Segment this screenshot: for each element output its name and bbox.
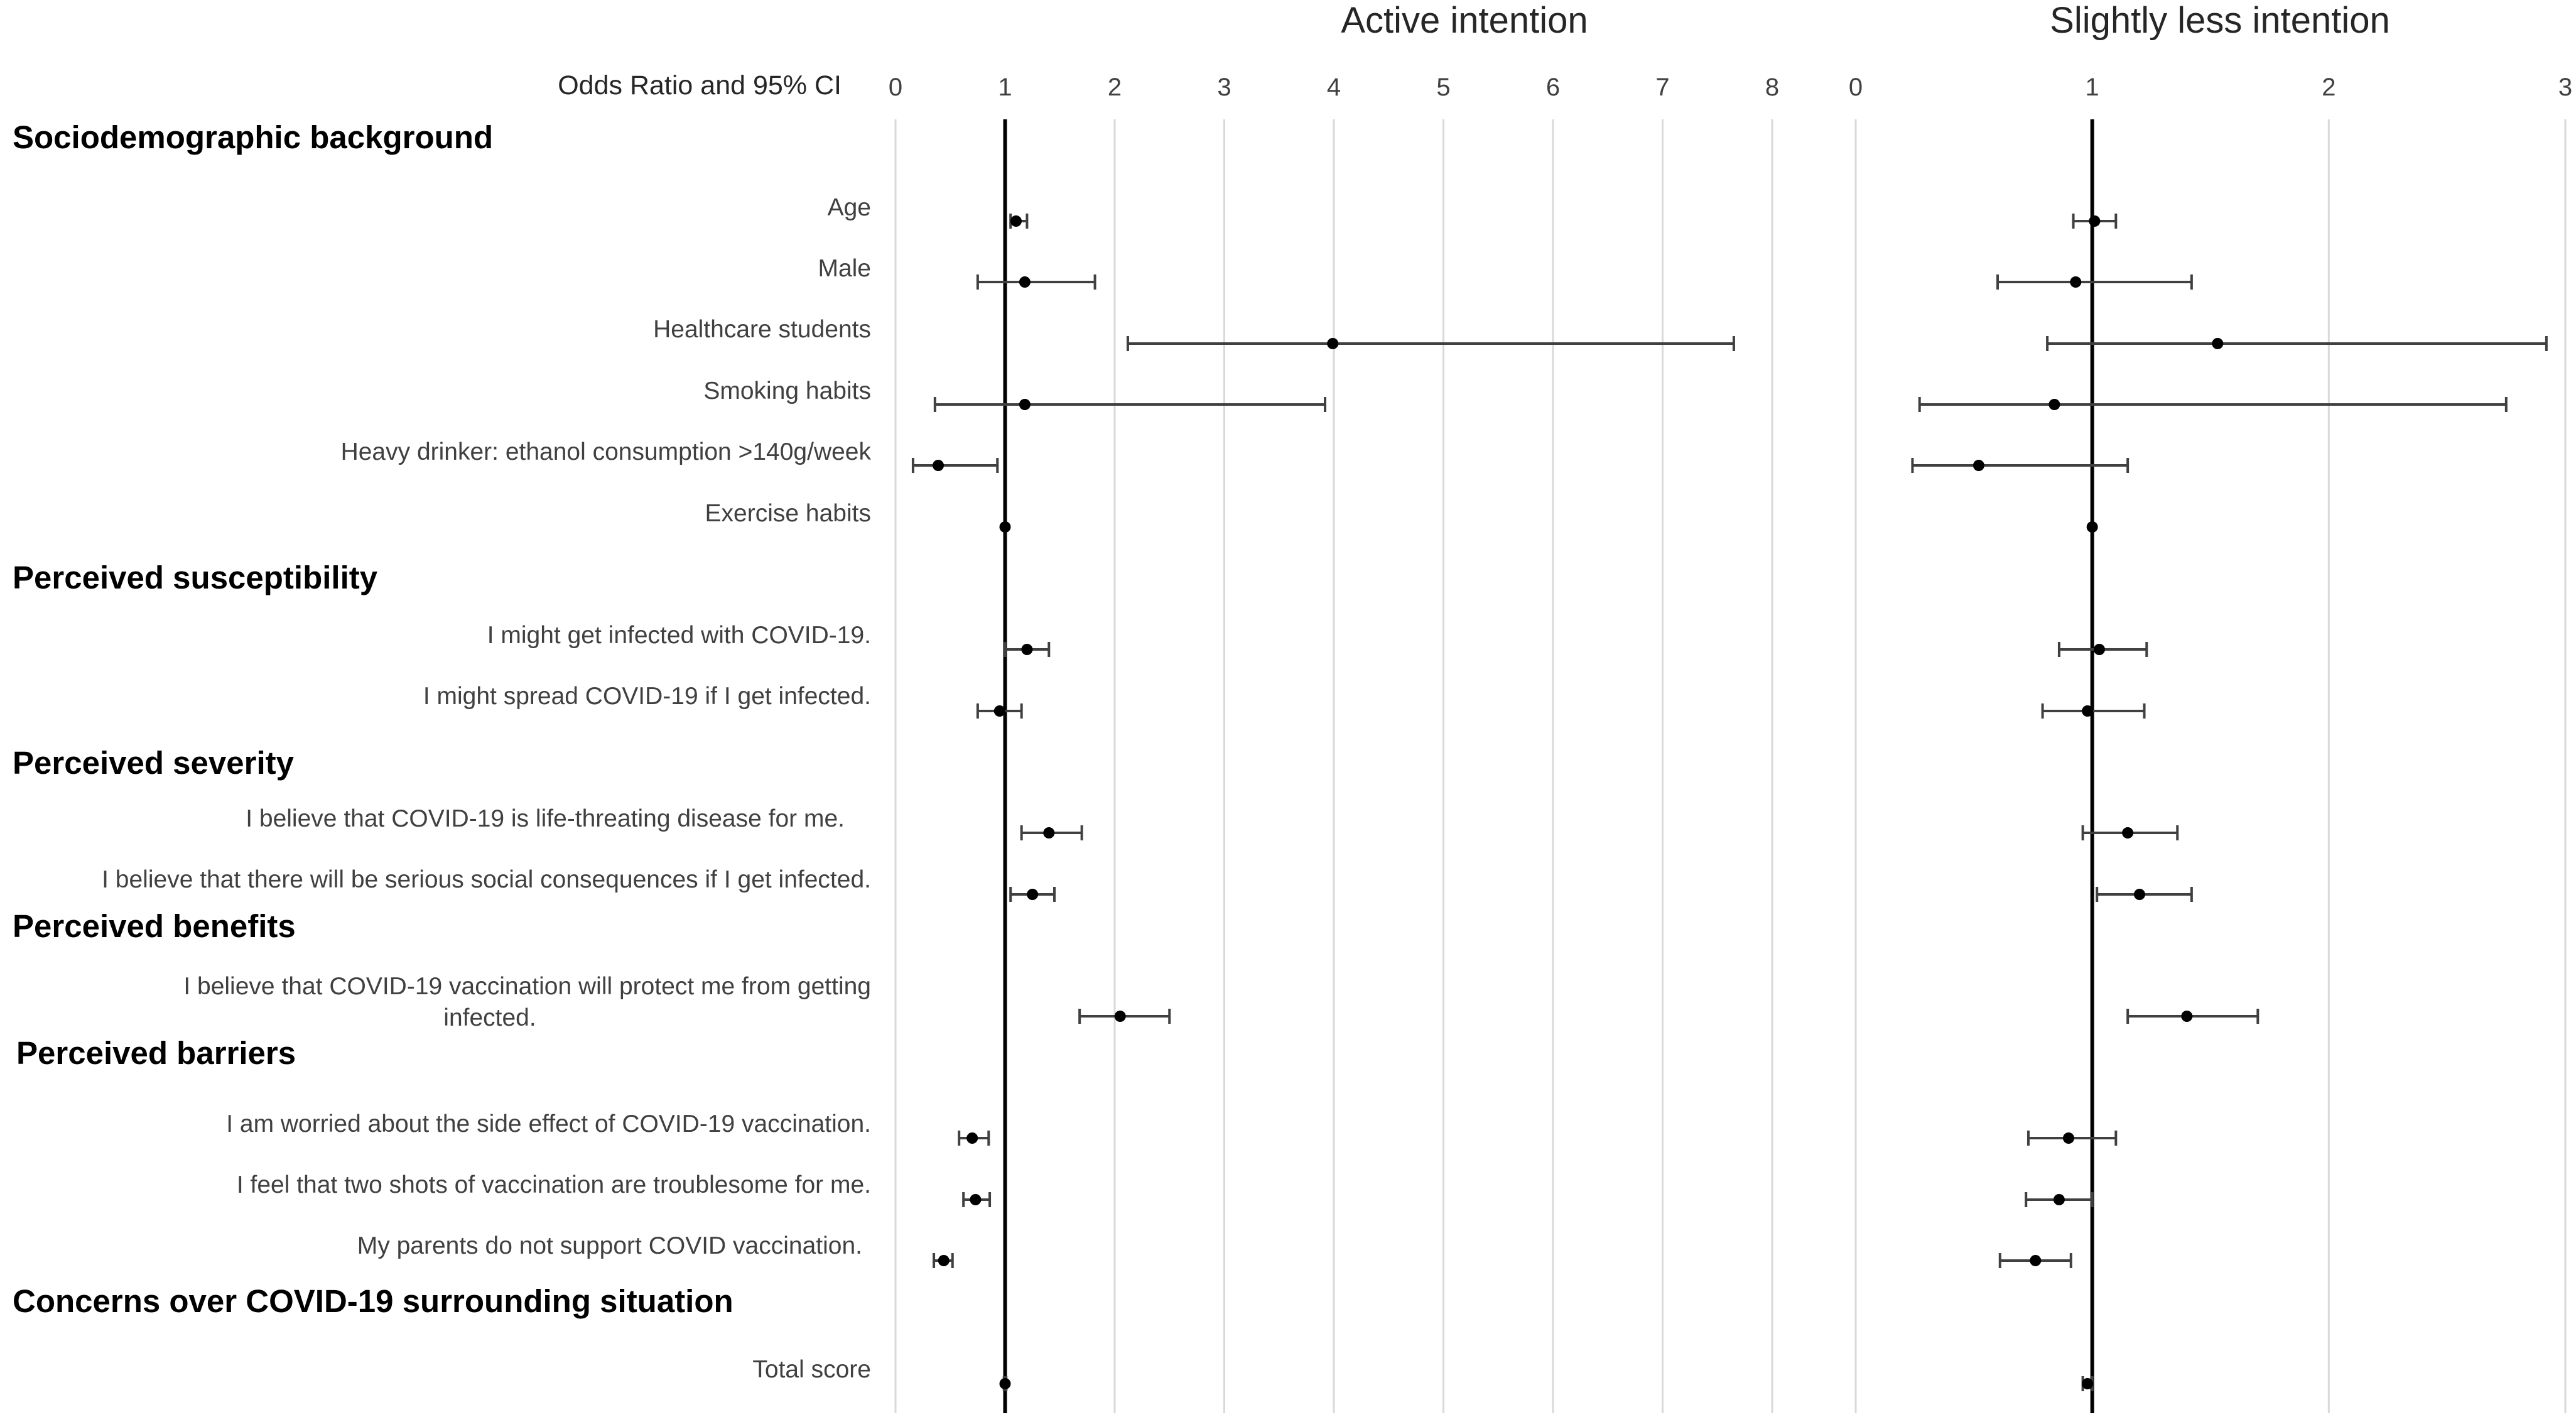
section-heading: Sociodemographic background (13, 119, 493, 155)
row-label: I believe that there will be serious soc… (102, 866, 871, 893)
row-label: Exercise habits (705, 500, 871, 527)
odds-ratio-point (2089, 215, 2101, 227)
row-label: Healthcare students (653, 316, 871, 343)
x-tick-label: 1 (998, 73, 1012, 101)
odds-ratio-point (2053, 1194, 2065, 1205)
odds-ratio-point (938, 1255, 950, 1266)
odds-ratio-point (1010, 215, 1022, 227)
odds-ratio-point (1043, 827, 1055, 839)
plot-panels: Active intention 0 1 2 3 4 5 6 7 8 Slightly less i… (889, 0, 2572, 1413)
odds-ratio-point (966, 1132, 978, 1144)
odds-ratio-point (2082, 1378, 2094, 1389)
x-tick-label: 1 (2086, 73, 2099, 101)
row-label: I am worried about the side effect of CO… (226, 1110, 871, 1137)
odds-ratio-point (993, 705, 1005, 717)
x-tick-label: 3 (2558, 73, 2572, 101)
x-tick-label: 0 (889, 73, 902, 101)
panel-0: Active intention 0 1 2 3 4 5 6 7 8 (889, 0, 1779, 1413)
row-label: infected. (443, 1004, 536, 1031)
odds-ratio-point (2093, 644, 2105, 655)
panel-title: Slightly less intention (2050, 0, 2390, 41)
section-heading: Perceived severity (13, 745, 295, 781)
x-tick-label: 6 (1546, 73, 1560, 101)
x-tick-label: 5 (1436, 73, 1450, 101)
x-tick-label: 2 (2322, 73, 2335, 101)
row-label: I believe that COVID-19 vaccination will… (183, 973, 871, 1000)
odds-ratio-point (999, 521, 1011, 533)
odds-ratio-point (1114, 1011, 1126, 1022)
panel-title: Active intention (1341, 0, 1588, 41)
section-heading: Perceived barriers (16, 1035, 296, 1071)
x-tick-label: 4 (1327, 73, 1341, 101)
odds-ratio-point (1027, 889, 1039, 900)
row-label: I feel that two shots of vaccination are… (237, 1171, 871, 1198)
odds-ratio-point (1019, 276, 1031, 288)
section-heading: Concerns over COVID-19 surrounding situa… (13, 1283, 733, 1319)
row-label: I might get infected with COVID-19. (487, 622, 871, 649)
x-tick-label: 8 (1765, 73, 1779, 101)
odds-ratio-point (1973, 460, 1984, 471)
axis-title: Odds Ratio and 95% CI (558, 70, 842, 100)
odds-ratio-point (2070, 276, 2082, 288)
row-label: Heavy drinker: ethanol consumption >140g… (341, 438, 872, 465)
x-tick-label: 2 (1108, 73, 1122, 101)
x-tick-label: 7 (1655, 73, 1669, 101)
x-tick-label: 3 (1217, 73, 1231, 101)
odds-ratio-point (2212, 338, 2224, 349)
odds-ratio-point (1327, 338, 1339, 349)
odds-ratio-point (2134, 889, 2145, 900)
row-label: Age (828, 194, 871, 221)
odds-ratio-point (933, 460, 944, 471)
odds-ratio-point (970, 1194, 982, 1205)
odds-ratio-point (999, 1378, 1011, 1389)
row-label: Male (818, 255, 871, 282)
row-label: Smoking habits (703, 377, 871, 404)
odds-ratio-point (1019, 399, 1031, 410)
section-heading: Perceived benefits (13, 908, 296, 944)
row-label: Total score (752, 1356, 871, 1383)
odds-ratio-point (2181, 1011, 2193, 1022)
row-labels: Age Male Healthcare students Smoking habits… (102, 194, 871, 1383)
odds-ratio-point (2082, 705, 2094, 717)
x-tick-label: 0 (1849, 73, 1863, 101)
section-heading: Perceived susceptibility (13, 560, 378, 595)
section-headings: Sociodemographic background Perceived sus… (13, 119, 733, 1319)
odds-ratio-point (2086, 521, 2098, 533)
odds-ratio-point (2048, 399, 2060, 410)
row-label: I believe that COVID-19 is life-threatin… (246, 805, 845, 832)
panel-1: Slightly less intention 0 1 2 3 (1849, 0, 2572, 1413)
row-label: I might spread COVID-19 if I get infecte… (423, 683, 871, 710)
odds-ratio-point (1021, 644, 1033, 655)
row-label: My parents do not support COVID vaccinat… (357, 1232, 862, 1259)
odds-ratio-point (2063, 1132, 2074, 1144)
odds-ratio-point (2122, 827, 2134, 839)
odds-ratio-point (2030, 1255, 2042, 1266)
